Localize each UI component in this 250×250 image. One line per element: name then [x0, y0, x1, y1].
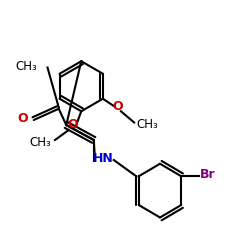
Text: CH₃: CH₃: [30, 136, 51, 149]
Text: O: O: [17, 112, 28, 125]
Text: O: O: [67, 118, 78, 132]
Text: HN: HN: [94, 152, 114, 165]
Text: Br: Br: [200, 168, 216, 181]
Text: CH₃: CH₃: [16, 60, 38, 73]
Text: O: O: [112, 100, 123, 113]
Text: CH₃: CH₃: [137, 118, 158, 132]
